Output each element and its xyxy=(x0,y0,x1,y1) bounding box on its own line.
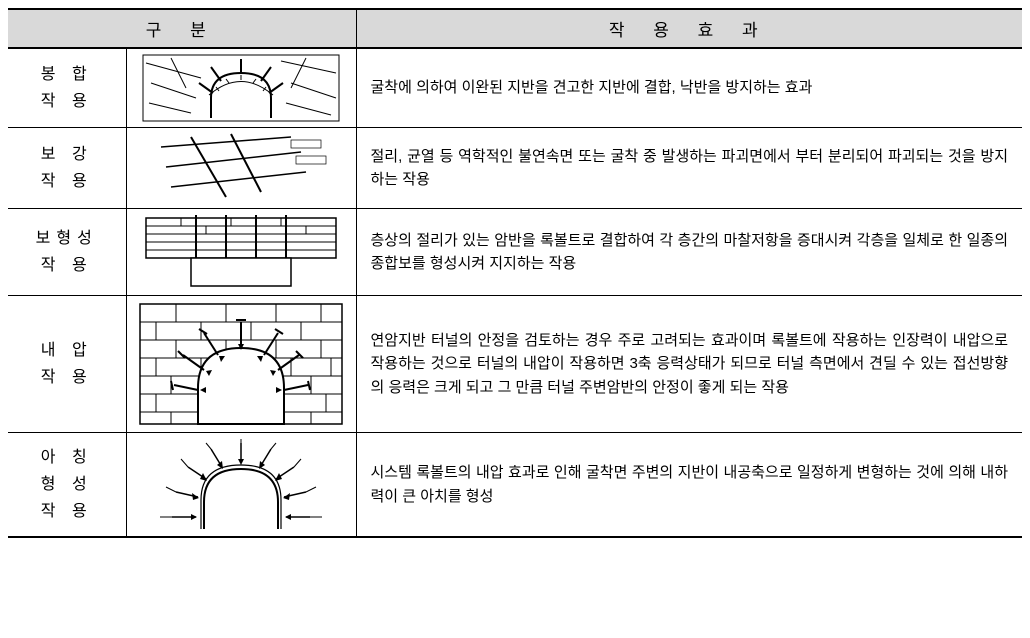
row-label: 내 압 작 용 xyxy=(8,296,126,433)
row-label: 보형성 작 용 xyxy=(8,209,126,296)
row-description: 연암지반 터널의 안정을 검토하는 경우 주로 고려되는 효과이며 록볼트에 작… xyxy=(356,296,1022,433)
row-label: 아 칭 형 성 작 용 xyxy=(8,433,126,538)
table-row: 아 칭 형 성 작 용 xyxy=(8,433,1022,538)
row-description: 시스템 록볼트의 내압 효과로 인해 굴착면 주변의 지반이 내공축으로 일정하… xyxy=(356,433,1022,538)
table-row: 내 압 작 용 xyxy=(8,296,1022,433)
internal-pressure-icon xyxy=(136,300,346,428)
row-diagram xyxy=(126,48,356,128)
table-row: 봉 합 작 용 xyxy=(8,48,1022,128)
effects-table: 구 분 작 용 효 과 봉 합 작 용 xyxy=(8,8,1022,538)
row-description: 층상의 절리가 있는 암반을 록볼트로 결합하여 각 층간의 마찰저항을 증대시… xyxy=(356,209,1022,296)
row-label: 봉 합 작 용 xyxy=(8,48,126,128)
row-diagram xyxy=(126,433,356,538)
row-label: 보 강 작 용 xyxy=(8,128,126,209)
suture-effect-icon xyxy=(141,53,341,123)
row-diagram xyxy=(126,209,356,296)
reinforce-effect-icon xyxy=(141,132,341,204)
beam-effect-icon xyxy=(141,213,341,291)
table-row: 보 강 작 용 절리, 균열 등 역학적인 불연속면 또는 굴착 중 발생 xyxy=(8,128,1022,209)
row-description: 굴착에 의하여 이완된 지반을 견고한 지반에 결합, 낙반을 방지하는 효과 xyxy=(356,48,1022,128)
row-diagram xyxy=(126,296,356,433)
arching-effect-icon xyxy=(146,437,336,532)
table-row: 보형성 작 용 xyxy=(8,209,1022,296)
header-effect: 작 용 효 과 xyxy=(356,9,1022,48)
header-category: 구 분 xyxy=(8,9,356,48)
row-diagram xyxy=(126,128,356,209)
row-description: 절리, 균열 등 역학적인 불연속면 또는 굴착 중 발생하는 파괴면에서 부터… xyxy=(356,128,1022,209)
